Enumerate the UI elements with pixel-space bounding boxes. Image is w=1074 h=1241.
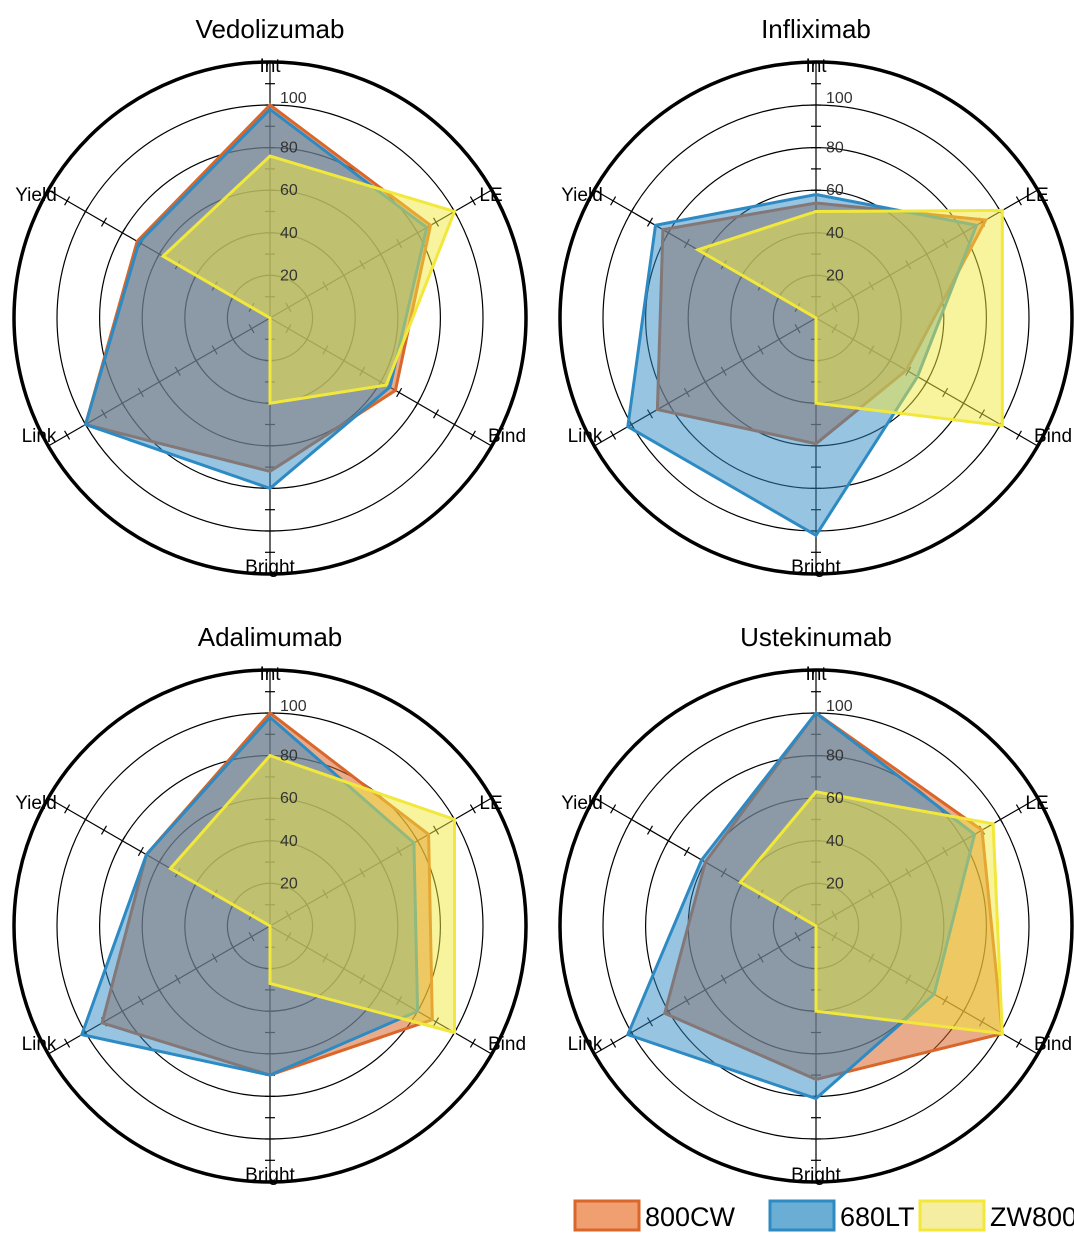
chart-title: Ustekinumab bbox=[740, 622, 892, 652]
radial-tick-label: 60 bbox=[826, 790, 844, 807]
axis-tick bbox=[64, 1038, 71, 1048]
axis-label-bind: Bind bbox=[488, 426, 526, 447]
axis-label-bright: Bright bbox=[245, 1165, 295, 1186]
axis-tick bbox=[628, 206, 635, 217]
radar-chart-infliximab: 20 40 60 80 100 Int LE Bind Bright Link Yield Infli… bbox=[558, 14, 1074, 578]
axis-label-int: Int bbox=[805, 56, 827, 77]
axis-label-int: Int bbox=[259, 664, 281, 685]
legend-label-680lt: 680LT bbox=[840, 1202, 915, 1232]
axis-tick bbox=[683, 846, 690, 857]
radial-tick-label: 80 bbox=[280, 748, 298, 765]
axis-label-int: Int bbox=[805, 664, 827, 685]
axis-tick bbox=[1015, 430, 1022, 440]
axis-tick bbox=[469, 804, 476, 814]
legend-label-zw800: ZW800 bbox=[990, 1202, 1074, 1232]
axis-tick bbox=[646, 825, 654, 835]
axis-tick bbox=[610, 196, 617, 206]
radar-chart-vedolizumab: 20 40 60 80 100 Int LE Bind Bright Link Yield Vedol… bbox=[12, 14, 528, 578]
radial-tick-label: 40 bbox=[826, 225, 844, 242]
axis-tick bbox=[610, 1038, 617, 1048]
series-zw800 bbox=[168, 753, 456, 1035]
axis-label-bright: Bright bbox=[791, 557, 841, 578]
radial-tick-label: 60 bbox=[826, 182, 844, 199]
axis-tick bbox=[64, 430, 71, 440]
axis-label-le: LE bbox=[479, 793, 502, 814]
legend-label-800cw: 800CW bbox=[645, 1202, 736, 1232]
legend: 800CW 680LT ZW800 bbox=[573, 1199, 1074, 1232]
axis-tick bbox=[665, 836, 672, 846]
radar-chart-ustekinumab: 20 40 60 80 100 Int LE Bind Bright Link Yield Ustek… bbox=[558, 622, 1074, 1186]
radial-tick-label: 20 bbox=[826, 267, 844, 284]
axis-tick bbox=[396, 387, 403, 398]
axis-label-link: Link bbox=[22, 426, 57, 447]
axis-label-bright: Bright bbox=[245, 557, 295, 578]
chart-title: Infliximab bbox=[761, 14, 871, 44]
radial-tick-label: 40 bbox=[826, 833, 844, 850]
axis-tick bbox=[100, 825, 108, 835]
radial-tick-label: 100 bbox=[280, 90, 307, 107]
axis-tick bbox=[100, 217, 108, 227]
axis-tick bbox=[1015, 1038, 1022, 1048]
legend-swatch-zw800 bbox=[918, 1199, 986, 1232]
axis-label-bind: Bind bbox=[488, 1034, 526, 1055]
axis-tick bbox=[1015, 196, 1022, 206]
radial-tick-label: 100 bbox=[280, 698, 307, 715]
axis-label-yield: Yield bbox=[15, 793, 57, 814]
axis-label-le: LE bbox=[1025, 793, 1048, 814]
chart-title: Adalimumab bbox=[198, 622, 343, 652]
radial-tick-label: 100 bbox=[826, 90, 853, 107]
axis-tick bbox=[610, 430, 617, 440]
axis-tick bbox=[469, 1038, 476, 1048]
radial-tick-label: 40 bbox=[280, 225, 298, 242]
radial-tick-label: 80 bbox=[826, 748, 844, 765]
series-zw800 bbox=[694, 208, 1004, 428]
axis-tick bbox=[64, 804, 71, 814]
legend-swatch-680lt bbox=[768, 1199, 836, 1232]
axis-tick bbox=[82, 206, 89, 217]
axis-label-link: Link bbox=[568, 426, 603, 447]
axis-tick bbox=[469, 430, 476, 440]
axis-tick bbox=[64, 196, 71, 206]
axis-tick bbox=[432, 409, 440, 419]
axis-tick bbox=[137, 846, 144, 857]
radial-tick-label: 60 bbox=[280, 790, 298, 807]
chart-title: Vedolizumab bbox=[196, 14, 345, 44]
radar-chart-adalimumab: 20 40 60 80 100 Int LE Bind Bright Link Yield Adali… bbox=[12, 622, 528, 1186]
axis-label-yield: Yield bbox=[561, 793, 603, 814]
axis-tick bbox=[119, 228, 126, 238]
axis-label-link: Link bbox=[568, 1034, 603, 1055]
radial-tick-label: 80 bbox=[280, 140, 298, 157]
radial-tick-label: 100 bbox=[826, 698, 853, 715]
axis-label-bind: Bind bbox=[1034, 1034, 1072, 1055]
axis-label-le: LE bbox=[1025, 185, 1048, 206]
axis-tick bbox=[646, 217, 654, 227]
axis-tick bbox=[610, 804, 617, 814]
axis-label-link: Link bbox=[22, 1034, 57, 1055]
axis-label-le: LE bbox=[479, 185, 502, 206]
axis-tick bbox=[1015, 804, 1022, 814]
legend-swatch-800cw bbox=[573, 1199, 641, 1232]
axis-tick bbox=[997, 814, 1004, 825]
radial-tick-label: 20 bbox=[826, 875, 844, 892]
series-zw800 bbox=[160, 154, 457, 405]
axis-label-yield: Yield bbox=[15, 185, 57, 206]
radial-tick-label: 80 bbox=[826, 140, 844, 157]
radial-tick-label: 40 bbox=[280, 833, 298, 850]
radial-tick-label: 60 bbox=[280, 182, 298, 199]
axis-tick bbox=[414, 398, 421, 408]
axis-tick bbox=[469, 196, 476, 206]
axis-tick bbox=[82, 814, 89, 825]
axis-label-yield: Yield bbox=[561, 185, 603, 206]
axis-tick bbox=[628, 814, 635, 825]
axis-tick bbox=[119, 836, 126, 846]
axis-label-int: Int bbox=[259, 56, 281, 77]
radial-tick-label: 20 bbox=[280, 267, 298, 284]
axis-label-bright: Bright bbox=[791, 1165, 841, 1186]
axis-tick bbox=[451, 419, 458, 430]
radial-tick-label: 20 bbox=[280, 875, 298, 892]
axis-label-bind: Bind bbox=[1034, 426, 1072, 447]
series-zw800 bbox=[738, 790, 1004, 1036]
